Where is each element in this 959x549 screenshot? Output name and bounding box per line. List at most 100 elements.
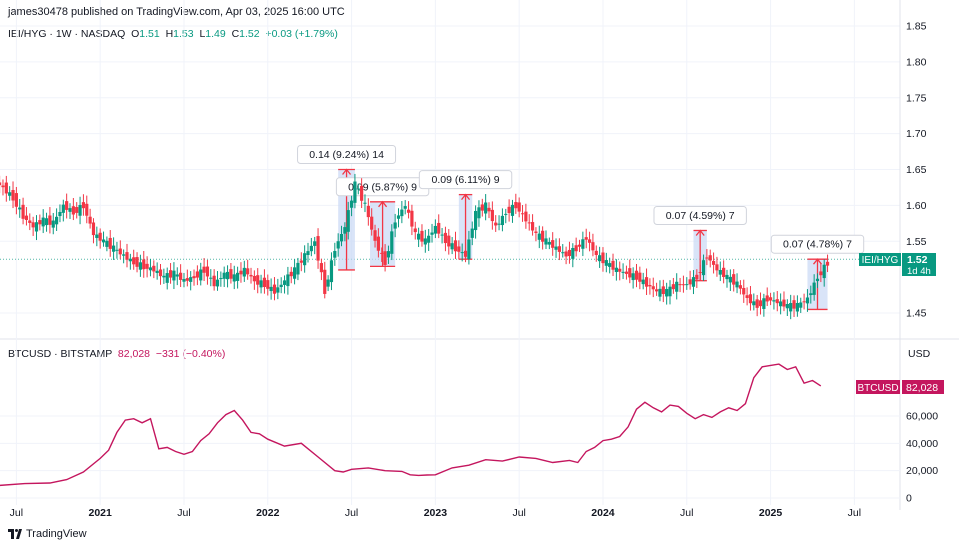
- candle-body: [125, 252, 129, 260]
- sub-tag-price-bg: [902, 380, 944, 394]
- candle-body: [587, 239, 592, 243]
- candle-body: [725, 274, 729, 280]
- btc-line: [0, 363, 822, 487]
- candle-body: [447, 235, 451, 247]
- candle-body: [594, 250, 598, 255]
- candle-body: [75, 207, 79, 213]
- candle-body: [484, 202, 488, 214]
- candle-body: [272, 284, 277, 294]
- candle-body: [618, 268, 622, 272]
- candle-body: [530, 222, 535, 231]
- footer-brand[interactable]: TradingView: [26, 528, 87, 540]
- candle-body: [467, 239, 471, 260]
- candle-body: [8, 192, 12, 196]
- candle-body: [215, 279, 220, 287]
- candle-body: [400, 209, 404, 217]
- candle-body: [711, 260, 716, 265]
- candle-body: [675, 281, 679, 292]
- publish-header: james30478 published on TradingView.com,…: [8, 6, 345, 18]
- range-box: [693, 230, 707, 281]
- low-value: 1.49: [205, 28, 226, 40]
- candle-body: [232, 274, 236, 282]
- candle-body: [4, 182, 8, 194]
- candle-body: [282, 280, 287, 285]
- candle-body: [323, 269, 327, 294]
- candle-body: [363, 202, 367, 204]
- candle-body: [500, 215, 505, 226]
- candle-body: [172, 270, 176, 281]
- candle-body: [386, 251, 391, 258]
- candle-body: [296, 262, 300, 275]
- candle-body: [651, 286, 655, 290]
- sub-y-tick: 60,000: [906, 411, 938, 423]
- main-price-axis: 1.85 1.80 1.75 1.70 1.65 1.60 1.55 1.45: [906, 21, 927, 320]
- candle-body: [11, 189, 15, 201]
- candle-body: [313, 241, 317, 246]
- candle-body: [668, 286, 672, 297]
- candle-body: [681, 284, 686, 286]
- candle-body: [644, 277, 649, 287]
- candle-body: [366, 205, 370, 218]
- candle-body: [115, 249, 119, 251]
- candle-body: [162, 275, 166, 278]
- candle-body: [329, 260, 334, 283]
- candle-body: [477, 207, 481, 219]
- candle-body: [678, 284, 682, 286]
- candle-body: [621, 271, 625, 273]
- candle-body: [370, 216, 374, 230]
- candle-body: [38, 220, 42, 225]
- main-symbol[interactable]: IEI/HYG · 1W · NASDAQ: [8, 28, 126, 40]
- candle-body: [266, 280, 270, 289]
- candle-body: [457, 246, 461, 252]
- sub-y-tick: 40,000: [906, 438, 938, 450]
- candle-body: [21, 204, 25, 219]
- candle-body: [336, 241, 340, 249]
- main-y-tick: 1.85: [906, 21, 927, 33]
- candle-body: [480, 204, 484, 211]
- candle-body: [433, 225, 437, 234]
- candle-body: [61, 204, 65, 213]
- candle-body: [209, 277, 213, 279]
- x-tick: 2021: [88, 507, 112, 519]
- candle-body: [396, 215, 401, 219]
- candle-body: [189, 277, 193, 282]
- candle-body: [1, 185, 5, 188]
- candle-body: [551, 240, 555, 248]
- candle-body: [85, 203, 89, 216]
- candle-body: [148, 267, 153, 271]
- candle-body: [413, 228, 417, 233]
- candle-body: [380, 252, 384, 254]
- range-label: 0.14 (9.24%) 14: [309, 149, 384, 161]
- footer: TradingView: [8, 528, 87, 540]
- candle-body: [715, 264, 719, 271]
- candle-body: [634, 270, 639, 280]
- candle-body: [809, 293, 813, 296]
- candle-body: [789, 303, 793, 312]
- candle-body: [360, 185, 364, 201]
- low-label: L: [199, 28, 206, 40]
- candle-body: [306, 251, 310, 255]
- sub-symbol[interactable]: BTCUSD · BITSTAMP: [8, 348, 113, 360]
- candle-body: [437, 222, 441, 234]
- sub-price-axis: 60,000 40,000 20,000 0: [906, 411, 938, 505]
- candle-body: [205, 266, 210, 277]
- candle-body: [527, 222, 531, 224]
- candle-body: [249, 274, 253, 277]
- main-y-tick: 1.65: [906, 164, 927, 176]
- candle-body: [762, 298, 766, 309]
- range-box: [370, 201, 396, 267]
- candle-body: [661, 286, 665, 295]
- candle-body: [494, 222, 498, 226]
- candle-body: [745, 295, 749, 298]
- candle-body: [417, 233, 421, 240]
- sub-value: 82,028: [117, 348, 151, 360]
- candle-body: [185, 278, 189, 281]
- candle-body: [691, 277, 696, 287]
- candle-body: [55, 216, 59, 225]
- x-tick: 2025: [759, 507, 783, 519]
- sub-legend: BTCUSD · BITSTAMP 82,028 −331 (−0.40%): [8, 348, 225, 360]
- candle-body: [195, 271, 199, 278]
- candle-body: [822, 264, 826, 279]
- candle-body: [708, 255, 712, 261]
